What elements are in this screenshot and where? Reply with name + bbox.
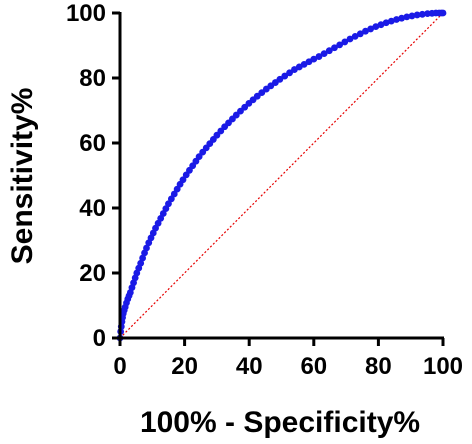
data-point <box>143 244 150 252</box>
reference-diagonal-line <box>119 12 444 339</box>
data-points-layer <box>116 9 447 342</box>
y-tick-label: 100 <box>66 0 106 27</box>
data-point <box>139 254 147 262</box>
data-point <box>281 72 289 80</box>
data-point <box>336 41 344 49</box>
y-axis-title: Sensitivity% <box>6 88 39 265</box>
data-point <box>362 27 369 35</box>
y-tick-label: 60 <box>79 130 106 157</box>
data-point <box>367 25 375 33</box>
data-point <box>439 9 447 17</box>
axes-layer <box>118 12 444 340</box>
data-point <box>382 19 390 27</box>
x-axis-title: 100% - Specificity% <box>140 406 420 439</box>
data-point <box>315 53 323 60</box>
data-point <box>310 55 318 63</box>
data-point <box>137 259 145 267</box>
ticks-layer: 0 20 40 60 80 100 0 20 40 60 80 100 <box>66 0 463 380</box>
data-point <box>387 17 395 25</box>
data-point <box>418 10 426 18</box>
y-tick-label: 20 <box>79 260 106 287</box>
data-point <box>331 44 338 52</box>
reference-line-layer <box>119 12 444 339</box>
data-point <box>179 176 187 184</box>
x-tick-label: 20 <box>171 353 198 380</box>
data-point <box>372 23 380 31</box>
y-tick-label: 0 <box>93 325 106 352</box>
y-tick-label: 40 <box>79 195 106 222</box>
x-tick-label: 0 <box>113 353 126 380</box>
x-tick-label: 60 <box>300 353 327 380</box>
data-point <box>356 30 364 38</box>
data-point <box>408 12 416 20</box>
x-tick-label: 100 <box>423 353 463 380</box>
y-tick-label: 80 <box>79 65 106 92</box>
data-point <box>413 11 421 19</box>
data-point <box>403 13 411 21</box>
x-tick-label: 80 <box>365 353 392 380</box>
data-point <box>398 14 406 22</box>
data-point <box>346 35 354 43</box>
data-point <box>377 21 385 29</box>
data-point <box>325 47 333 55</box>
data-point <box>276 75 284 83</box>
data-point <box>320 50 328 58</box>
data-point <box>286 69 293 77</box>
x-tick-label: 40 <box>236 353 263 380</box>
data-point <box>393 16 400 23</box>
data-point <box>341 38 349 46</box>
data-point <box>351 33 359 40</box>
